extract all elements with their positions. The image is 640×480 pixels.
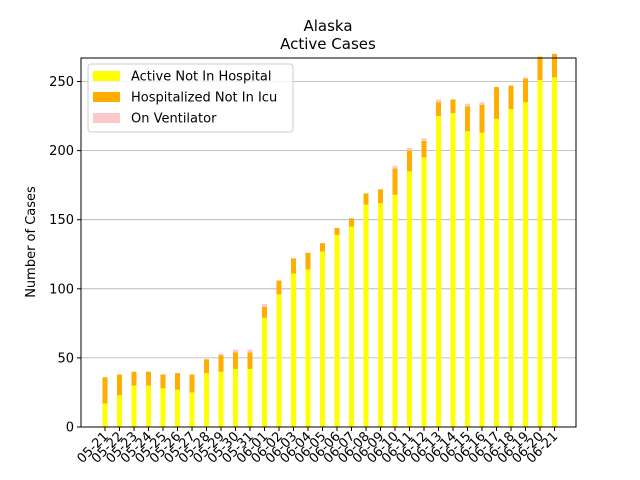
bar-segment-series-1 bbox=[117, 374, 122, 396]
bar-segment-series-0 bbox=[334, 234, 340, 427]
bar-segment-series-1 bbox=[465, 106, 470, 132]
bar-segment-series-2 bbox=[421, 138, 427, 141]
bar-segment-series-1 bbox=[247, 352, 253, 369]
bar-segment-series-1 bbox=[291, 258, 296, 274]
bar-segment-series-0 bbox=[378, 203, 383, 427]
bar-segment-series-1 bbox=[392, 168, 398, 195]
bar-segment-series-0 bbox=[552, 77, 557, 427]
y-axis-label: Number of Cases bbox=[24, 186, 39, 298]
y-tick-label: 0 bbox=[66, 421, 74, 436]
y-tick-label: 150 bbox=[49, 213, 74, 228]
bar-segment-series-2 bbox=[247, 349, 253, 353]
legend-label: Hospitalized Not In Icu bbox=[131, 91, 277, 106]
bar-segment-series-0 bbox=[102, 403, 108, 427]
legend-label: Active Not In Hospital bbox=[131, 70, 272, 85]
bar-segment-series-1 bbox=[276, 280, 282, 295]
bar-segment-series-1 bbox=[334, 227, 340, 235]
bar-segment-series-1 bbox=[218, 355, 224, 372]
bar-segment-series-0 bbox=[131, 385, 137, 427]
bar-segment-series-2 bbox=[262, 304, 267, 307]
bar-segment-series-2 bbox=[407, 147, 412, 151]
bar-segment-series-1 bbox=[537, 56, 543, 81]
bar-segment-series-2 bbox=[479, 102, 485, 105]
plot-frame bbox=[80, 57, 577, 428]
y-tick-label: 50 bbox=[57, 351, 74, 366]
y-axis-ticks: 0 50 100 150 200 250 bbox=[49, 75, 81, 436]
y-tick-label: 200 bbox=[49, 144, 74, 159]
bar-segment-series-0 bbox=[247, 368, 253, 427]
legend-swatch bbox=[93, 92, 120, 102]
y-tick-label: 250 bbox=[49, 75, 74, 90]
bar-segment-series-1 bbox=[508, 85, 514, 110]
bar-segment-series-1 bbox=[175, 373, 180, 390]
bar-segment-series-0 bbox=[276, 294, 282, 427]
bar-segment-series-0 bbox=[320, 251, 325, 427]
y-tick-label: 100 bbox=[49, 282, 74, 297]
bar-segment-series-0 bbox=[291, 273, 296, 427]
bar-segment-series-0 bbox=[189, 392, 195, 427]
bar-segment-series-0 bbox=[146, 385, 151, 427]
bar-segment-series-0 bbox=[479, 132, 485, 427]
bar-segment-series-2 bbox=[523, 77, 528, 79]
bar-segment-series-1 bbox=[160, 374, 166, 389]
bar-segment-series-0 bbox=[392, 194, 398, 427]
bar-segment-series-0 bbox=[363, 204, 369, 427]
bar-segment-series-0 bbox=[262, 317, 267, 427]
bar-segment-series-0 bbox=[407, 171, 412, 427]
bar-segment-series-0 bbox=[450, 113, 456, 428]
bar-segment-series-1 bbox=[407, 150, 412, 172]
x-axis-ticks: 05-2105-2205-2305-2405-2505-2605-2705-28… bbox=[75, 427, 561, 467]
bar-segment-series-0 bbox=[349, 226, 354, 427]
bar-segment-series-0 bbox=[436, 116, 441, 427]
bar-segment-series-0 bbox=[175, 389, 180, 427]
bar-segment-series-1 bbox=[204, 359, 209, 374]
bar-segment-series-1 bbox=[102, 377, 108, 404]
bar-segment-series-0 bbox=[465, 131, 470, 427]
bar-segment-series-0 bbox=[537, 80, 543, 427]
bar-segment-series-1 bbox=[450, 99, 456, 114]
bar-segment-series-1 bbox=[262, 306, 267, 318]
legend-swatch bbox=[93, 71, 120, 81]
bar-segment-series-1 bbox=[305, 252, 311, 270]
bar-segment-series-0 bbox=[218, 371, 224, 427]
bar-segment-series-2 bbox=[218, 353, 224, 356]
bar-segment-series-2 bbox=[233, 349, 238, 353]
bar-segment-series-1 bbox=[523, 78, 528, 103]
bar-segment-series-0 bbox=[523, 102, 528, 427]
bar-segment-series-2 bbox=[392, 165, 398, 169]
chart-subtitle: Active Cases bbox=[280, 35, 376, 53]
bar-segment-series-1 bbox=[494, 87, 499, 119]
bar-segment-series-1 bbox=[131, 371, 137, 386]
bar-segment-series-2 bbox=[465, 103, 470, 107]
bar-segment-series-0 bbox=[508, 109, 514, 428]
bar-segment-series-1 bbox=[320, 243, 325, 252]
bar-segment-series-0 bbox=[421, 157, 427, 427]
bar-segment-series-1 bbox=[436, 102, 441, 117]
bar-segment-series-1 bbox=[378, 189, 383, 204]
chart-title: Alaska bbox=[303, 17, 352, 35]
bar-segment-series-0 bbox=[160, 388, 166, 427]
bar-segment-series-1 bbox=[552, 53, 557, 78]
bar-segment-series-2 bbox=[436, 99, 441, 103]
bar-segment-series-1 bbox=[189, 374, 195, 393]
bar-segment-series-1 bbox=[479, 104, 485, 133]
bar-segment-series-0 bbox=[204, 373, 209, 427]
bar-segment-series-0 bbox=[494, 118, 499, 427]
bars bbox=[102, 53, 557, 428]
bar-segment-series-1 bbox=[363, 193, 369, 205]
bar-segment-series-0 bbox=[117, 395, 122, 427]
bar-segment-series-1 bbox=[349, 218, 354, 227]
legend: Active Not In Hospital Hospitalized Not I… bbox=[87, 63, 294, 133]
bar-segment-series-0 bbox=[233, 368, 238, 427]
legend-frame bbox=[87, 63, 294, 133]
legend-label: On Ventilator bbox=[131, 112, 217, 127]
bar-segment-series-1 bbox=[421, 140, 427, 158]
bar-segment-series-1 bbox=[146, 371, 151, 386]
bar-segment-series-0 bbox=[305, 269, 311, 427]
legend-swatch bbox=[93, 113, 120, 123]
bar-segment-series-1 bbox=[233, 352, 238, 369]
